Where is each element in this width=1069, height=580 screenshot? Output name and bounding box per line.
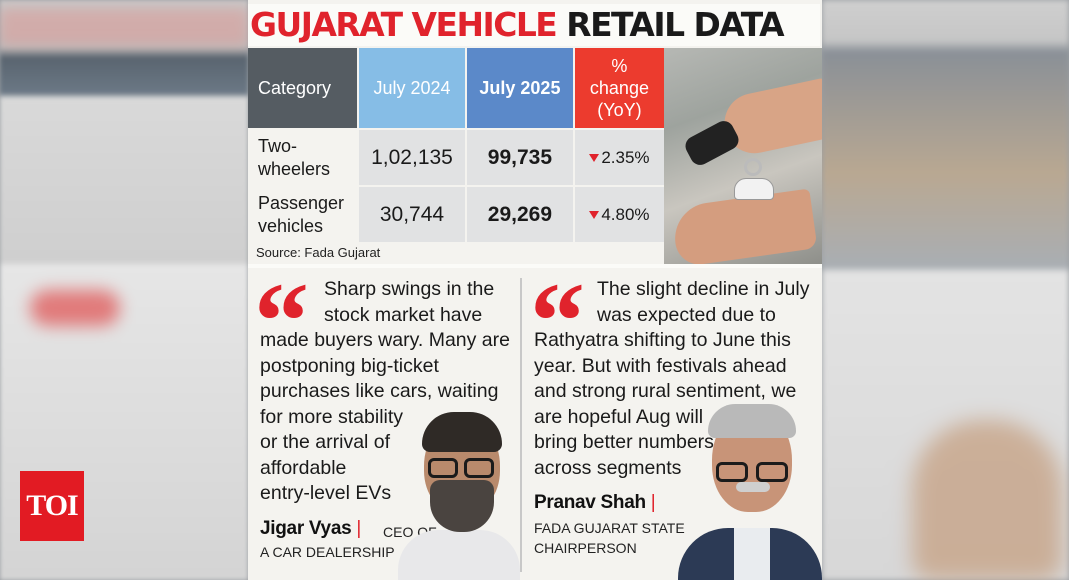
row-july-2024: 1,02,135: [359, 130, 465, 185]
section-divider: [248, 264, 822, 268]
infographic-card: GUJARAT VEHICLE RETAIL DATA Category Jul…: [248, 0, 822, 580]
portrait-jigar-vyas: [398, 410, 520, 580]
quote-1-role-line2: A CAR DEALERSHIP: [260, 544, 395, 560]
row-july-2025: 99,735: [466, 130, 573, 185]
car-charm-icon: [734, 178, 774, 200]
blurred-title-strip: [0, 8, 248, 46]
row-category: Passenger vehicles: [248, 187, 358, 242]
infographic-title: GUJARAT VEHICLE RETAIL DATA: [248, 4, 820, 46]
row-change: 2.35%: [574, 130, 664, 185]
table-row: Passenger vehicles 30,744 29,269 4.80%: [248, 187, 664, 242]
glasses-icon: [716, 462, 748, 482]
quote-2-name: Pranav Shah |: [534, 492, 656, 513]
quote-2-role-line2: CHAIRPERSON: [534, 540, 637, 556]
quote-2-text-top: The slight decline in July was expected …: [597, 278, 810, 326]
quote-divider: [520, 278, 522, 572]
car-key-photo: [664, 48, 822, 264]
header-july-2025: July 2025: [466, 48, 573, 128]
header-change-line3: (YoY): [597, 100, 642, 120]
quote-1-text-bottom: made buyers wary. Many are postponing bi…: [260, 329, 510, 504]
quote-1-text-top: Sharp swings in the stock market have: [324, 278, 495, 326]
blurred-portrait: [912, 420, 1062, 580]
glasses-icon: [756, 462, 788, 482]
row-july-2024: 30,744: [359, 187, 465, 242]
down-arrow-icon: [589, 210, 600, 219]
header-category: Category: [248, 48, 358, 128]
down-arrow-icon: [589, 153, 600, 162]
table-header-row: Category July 2024 July 2025 % change (Y…: [248, 48, 664, 128]
quote-2-role-line1: FADA GUJARAT STATE: [534, 520, 685, 536]
quote-2-text-bottom: Rathyatra shifting to June this year. Bu…: [534, 329, 797, 479]
glasses-icon: [428, 458, 458, 478]
row-change: 4.80%: [574, 187, 664, 242]
header-change: % change (YoY): [574, 48, 664, 128]
blurred-quote-mark: [30, 290, 120, 326]
quote-mark-icon: “: [530, 260, 585, 382]
quote-mark-icon: “: [254, 260, 309, 382]
toi-logo-badge: TOI: [20, 471, 84, 541]
quote-1-name: Jigar Vyas |: [260, 518, 361, 539]
row-category-line1: Two-: [258, 135, 298, 156]
portrait-pranav-shah: [678, 400, 822, 580]
blurred-background-right: [822, 0, 1069, 580]
row-change-value: 4.80%: [601, 204, 650, 224]
header-july-2024: July 2024: [359, 48, 465, 128]
title-black-part: RETAIL DATA: [566, 5, 784, 44]
row-category-line2: wheelers: [258, 158, 331, 179]
row-change-value: 2.35%: [601, 147, 650, 167]
glasses-icon: [464, 458, 494, 478]
table-row: Two- wheelers 1,02,135 99,735 2.35%: [248, 130, 664, 185]
header-change-line1: %: [611, 56, 628, 76]
row-category-line2: vehicles: [258, 215, 324, 236]
header-change-line2: change: [589, 78, 649, 98]
row-category: Two- wheelers: [248, 130, 358, 185]
row-july-2025: 29,269: [466, 187, 573, 242]
row-category-line1: Passenger: [258, 192, 345, 213]
source-note: Source: Fada Gujarat: [256, 245, 381, 260]
retail-data-table: Category July 2024 July 2025 % change (Y…: [248, 48, 664, 242]
title-red-part: GUJARAT VEHICLE: [249, 5, 558, 44]
key-ring-icon: [744, 158, 762, 176]
